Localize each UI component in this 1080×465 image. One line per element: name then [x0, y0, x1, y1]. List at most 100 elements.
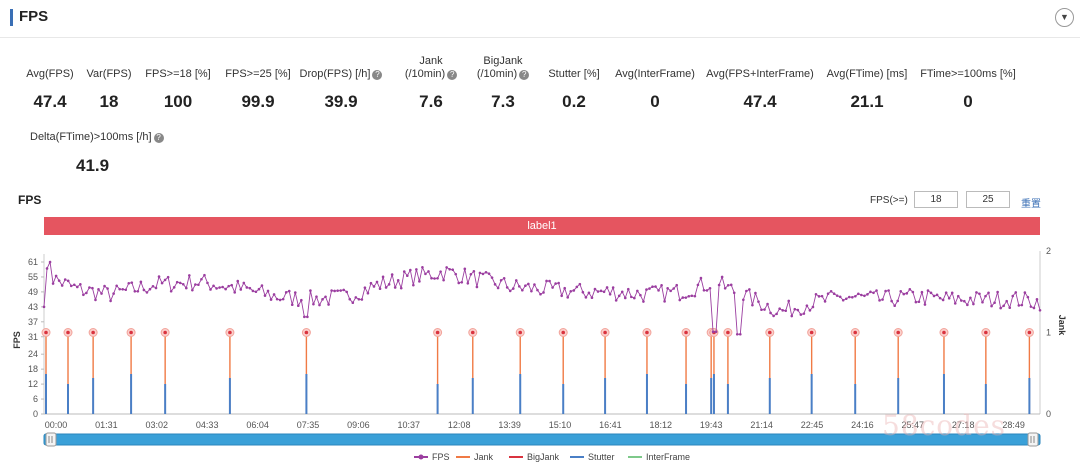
fps-point [233, 291, 237, 294]
fps-point [1002, 304, 1005, 308]
fps-point [675, 283, 679, 287]
fps-point [336, 289, 339, 292]
jank-marker [645, 330, 649, 335]
fps-point [832, 292, 836, 295]
fps-point [527, 282, 530, 286]
threshold-input-2[interactable] [966, 191, 1010, 208]
fps-point [139, 280, 143, 284]
fps-point [415, 268, 418, 271]
fps-point [554, 282, 557, 285]
fps-point [463, 267, 467, 271]
fps-point [427, 270, 430, 273]
zoom-slider-track[interactable] [43, 433, 1041, 446]
fps-point [399, 286, 403, 290]
fps-point [524, 284, 527, 288]
stat-value: 41.9 [76, 156, 110, 175]
fps-point [757, 300, 760, 303]
fps-point [717, 283, 721, 287]
label-bar[interactable]: label1 [44, 217, 1040, 235]
fps-point [296, 304, 300, 308]
jank-marker [603, 330, 607, 335]
fps-point [863, 294, 866, 298]
fps-point [766, 302, 769, 306]
fps-point [841, 298, 845, 302]
chevron-down-icon[interactable]: ▼ [1055, 8, 1074, 27]
fps-point [79, 283, 82, 286]
fps-point [103, 284, 106, 288]
stat-stutter: Stutter [%] 0.2 [494, 68, 654, 112]
fps-point [393, 286, 397, 289]
fps-point [505, 286, 509, 289]
fps-point [1026, 295, 1030, 299]
jank-marker [304, 330, 309, 335]
fps-point [648, 287, 651, 290]
fps-point [1038, 309, 1042, 312]
fps-point [829, 290, 833, 293]
fps-point [303, 315, 306, 319]
fps-point [587, 291, 591, 295]
fps-point [860, 293, 863, 297]
fps-point [275, 297, 279, 301]
threshold-input-1[interactable] [914, 191, 958, 208]
fps-point [430, 276, 433, 280]
help-icon[interactable]: ? [372, 70, 383, 80]
fps-point [54, 274, 58, 278]
fps-point [533, 283, 536, 286]
fps-point [539, 292, 542, 296]
fps-point [1035, 298, 1039, 301]
fps-point [60, 284, 64, 287]
stat-bigjank: BigJank (/10min)? 7.3 [423, 55, 583, 112]
fps-point [508, 289, 512, 293]
fps-point [517, 285, 521, 288]
fps-point [726, 283, 730, 287]
fps-point [699, 276, 703, 280]
fps-point [817, 295, 821, 298]
fps-point [781, 309, 784, 312]
stat-label: Avg(FPS+InterFrame) [706, 68, 814, 80]
fps-point [623, 296, 627, 300]
jank-marker [561, 330, 566, 335]
stat-label: Stutter [%] [548, 68, 600, 80]
fps-point [254, 290, 258, 294]
fps-point [421, 265, 424, 269]
fps-point [381, 275, 385, 279]
reset-link[interactable]: 重置 [1021, 199, 1041, 210]
legend-swatch-dot [418, 454, 424, 460]
fps-point [799, 313, 803, 316]
fps-point [345, 290, 349, 294]
help-icon[interactable]: ? [519, 70, 530, 80]
fps-point [284, 291, 288, 294]
zoom-slider-handle-left[interactable] [45, 432, 57, 447]
zoom-slider-handle-right[interactable] [1027, 432, 1039, 447]
fps-point [823, 300, 827, 303]
y-tick-label: 31 [28, 332, 38, 342]
fps-point [1023, 291, 1027, 294]
fps-point [100, 292, 103, 295]
stat-value: 7.3 [491, 92, 515, 111]
fps-point [938, 296, 942, 300]
y-tick-label: 18 [28, 364, 38, 374]
fps-point [121, 287, 125, 291]
fps-point [72, 283, 76, 287]
fps-point [651, 285, 654, 289]
fps-point [693, 294, 697, 298]
fps-point [769, 311, 772, 315]
x-tick-label: 12:08 [448, 420, 471, 430]
fps-point [959, 299, 963, 302]
fps-point [300, 298, 303, 302]
fps-point [502, 276, 506, 280]
stat-avg-interframe: Avg(InterFrame) 0 [575, 68, 735, 112]
y-tick-label: 0 [33, 409, 38, 419]
fps-point [57, 279, 61, 282]
fps-point [409, 268, 412, 272]
fps-point [732, 291, 736, 295]
fps-point [230, 283, 233, 287]
fps-point [366, 291, 370, 295]
fps-point [969, 296, 972, 300]
fps-point [442, 278, 445, 282]
help-icon[interactable]: ? [153, 133, 164, 143]
help-icon[interactable]: ? [447, 70, 458, 80]
y-tick-label: 6 [33, 394, 38, 404]
fps-point [735, 332, 739, 336]
